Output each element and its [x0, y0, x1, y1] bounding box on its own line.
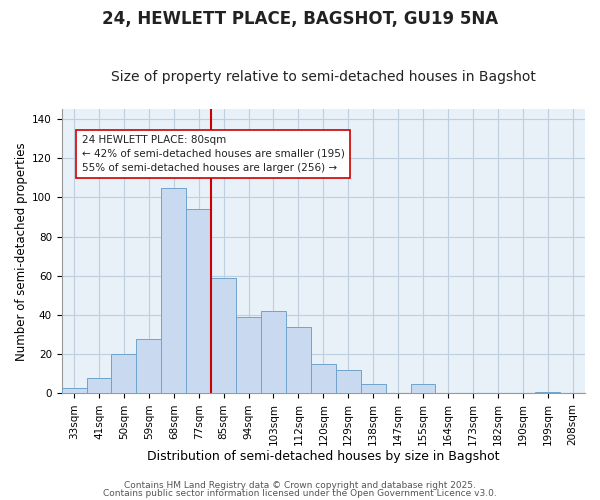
X-axis label: Distribution of semi-detached houses by size in Bagshot: Distribution of semi-detached houses by …	[147, 450, 500, 462]
Bar	[62, 388, 86, 394]
Text: Contains HM Land Registry data © Crown copyright and database right 2025.: Contains HM Land Registry data © Crown c…	[124, 481, 476, 490]
Bar	[535, 392, 560, 394]
Text: 24, HEWLETT PLACE, BAGSHOT, GU19 5NA: 24, HEWLETT PLACE, BAGSHOT, GU19 5NA	[102, 10, 498, 28]
Bar	[410, 384, 436, 394]
Bar	[136, 338, 161, 394]
Bar	[261, 311, 286, 394]
Bar	[286, 327, 311, 394]
Bar	[236, 317, 261, 394]
Bar	[86, 378, 112, 394]
Bar	[112, 354, 136, 394]
Bar	[361, 384, 386, 394]
Title: Size of property relative to semi-detached houses in Bagshot: Size of property relative to semi-detach…	[111, 70, 536, 85]
Text: 24 HEWLETT PLACE: 80sqm
← 42% of semi-detached houses are smaller (195)
55% of s: 24 HEWLETT PLACE: 80sqm ← 42% of semi-de…	[82, 135, 344, 173]
Y-axis label: Number of semi-detached properties: Number of semi-detached properties	[15, 142, 28, 360]
Bar	[211, 278, 236, 394]
Bar	[336, 370, 361, 394]
Bar	[186, 209, 211, 394]
Bar	[311, 364, 336, 394]
Text: Contains public sector information licensed under the Open Government Licence v3: Contains public sector information licen…	[103, 488, 497, 498]
Bar	[161, 188, 186, 394]
